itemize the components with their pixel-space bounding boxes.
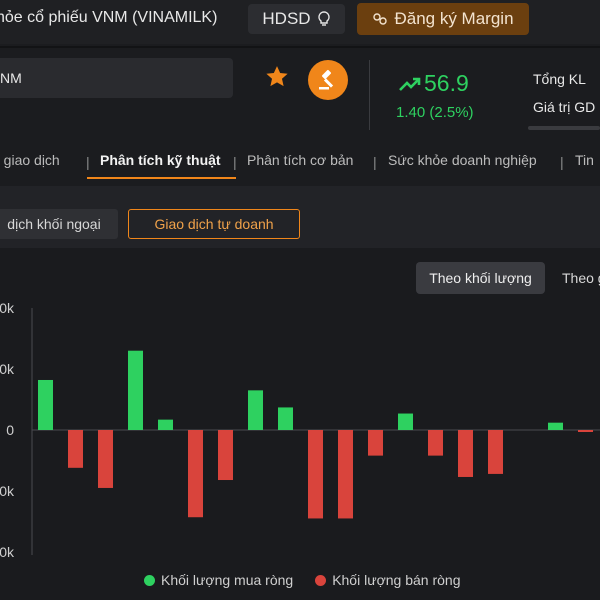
y-tick-label: 0k <box>0 361 15 377</box>
buy-bar[interactable] <box>38 379 53 430</box>
tab-technical-analysis[interactable]: Phân tích kỹ thuật <box>100 152 221 168</box>
divider <box>369 60 370 130</box>
tab-separator: | <box>560 154 564 170</box>
buy-bar[interactable] <box>278 407 293 430</box>
chart-panel <box>0 248 600 600</box>
price-value: 56.9 <box>398 70 469 97</box>
stock-search-input[interactable] <box>0 58 233 98</box>
toggle-by-value[interactable]: Theo g <box>562 270 600 286</box>
money-icon <box>373 13 388 25</box>
subtab-proprietary-trading[interactable]: Giao dịch tự doanh <box>128 209 300 239</box>
buy-bar[interactable] <box>548 422 563 430</box>
legend-sell-dot <box>315 574 327 586</box>
active-tab-indicator <box>87 177 236 179</box>
buy-bar[interactable] <box>128 350 143 430</box>
y-tick-label: 0k <box>0 483 15 499</box>
sell-bar[interactable] <box>308 430 323 519</box>
divider <box>0 46 600 48</box>
tab-separator: | <box>373 154 377 170</box>
tab-fundamental-analysis[interactable]: Phân tích cơ bản <box>247 152 354 168</box>
tab-news[interactable]: Tin <box>575 152 594 168</box>
total-volume-label: Tổng KL <box>533 71 586 87</box>
sell-bar[interactable] <box>428 430 443 456</box>
sell-bar[interactable] <box>68 430 83 468</box>
lightbulb-icon <box>317 11 330 26</box>
subtab-foreign-trading[interactable]: dịch khối ngoại <box>0 209 118 239</box>
sell-bar[interactable] <box>368 430 383 456</box>
chart-legend: Khối lượng mua ròng Khối lượng bán ròng <box>144 572 461 588</box>
tab-separator: | <box>86 154 90 170</box>
buy-bar[interactable] <box>398 413 413 430</box>
legend-buy-dot <box>144 574 155 586</box>
legend-buy-label[interactable]: Khối lượng mua ròng <box>161 572 294 588</box>
price-text: 56.9 <box>424 70 469 96</box>
auction-gavel-icon[interactable] <box>308 60 348 100</box>
hdsd-button[interactable]: HDSD <box>248 4 345 34</box>
buy-bar[interactable] <box>158 419 173 430</box>
y-tick-label: 0 <box>6 422 14 438</box>
search-value: NM <box>0 70 22 86</box>
hdsd-label: HDSD <box>262 9 311 28</box>
sell-bar[interactable] <box>458 430 473 477</box>
toggle-by-volume[interactable]: Theo khối lượng <box>416 262 545 294</box>
sell-bar[interactable] <box>218 430 233 481</box>
tab-bar: e giao dịch | Phân tích kỹ thuật | Phân … <box>0 148 600 178</box>
page-title: hỏe cổ phiếu VNM (VINAMILK) <box>0 9 218 26</box>
scrollbar[interactable] <box>528 126 600 130</box>
margin-label: Đăng ký Margin <box>394 9 514 28</box>
y-tick-label: 0k <box>0 544 15 560</box>
price-change: 1.40 (2.5%) <box>396 104 474 121</box>
sell-bar[interactable] <box>188 430 203 518</box>
trade-value-label: Giá trị GD <box>533 99 596 115</box>
y-tick-label: 0k <box>0 300 15 316</box>
star-icon[interactable] <box>264 64 290 95</box>
buy-bar[interactable] <box>248 390 263 430</box>
trend-up-icon <box>399 77 421 91</box>
tab-trading[interactable]: e giao dịch <box>0 152 60 168</box>
top-bar: hỏe cổ phiếu VNM (VINAMILK) HDSD Đăng ký… <box>0 0 600 44</box>
sell-bar[interactable] <box>488 430 503 474</box>
sell-bar[interactable] <box>338 430 353 519</box>
tab-separator: | <box>233 154 237 170</box>
sell-bar[interactable] <box>578 430 593 432</box>
tab-business-health[interactable]: Sức khỏe doanh nghiệp <box>388 152 537 168</box>
sell-bar[interactable] <box>98 430 113 488</box>
register-margin-button[interactable]: Đăng ký Margin <box>357 3 529 35</box>
legend-sell-label[interactable]: Khối lượng bán ròng <box>332 572 461 588</box>
